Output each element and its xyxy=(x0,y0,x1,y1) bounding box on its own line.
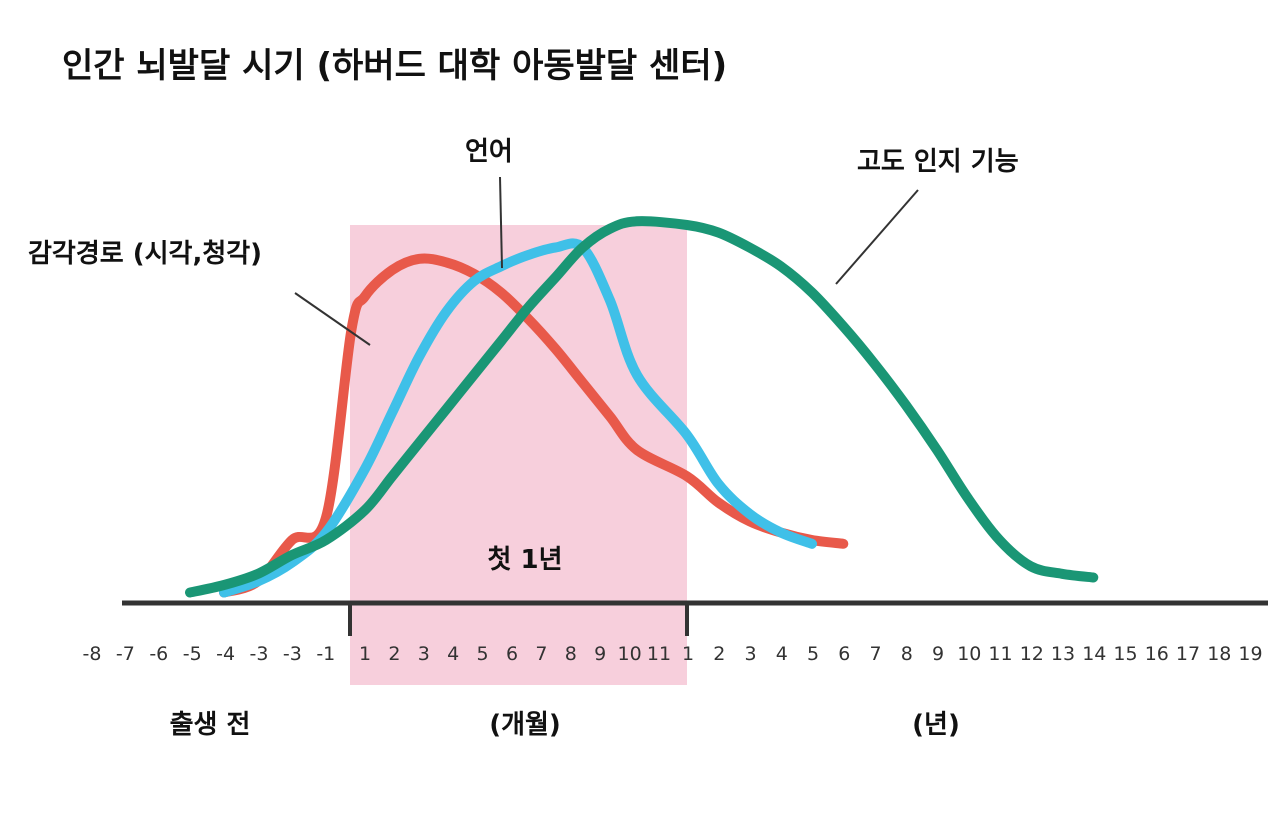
tick-label-month: 11 xyxy=(647,643,671,665)
language-series-label: 언어 xyxy=(465,137,513,167)
tick-label-year: 5 xyxy=(807,643,819,665)
tick-label-month: 8 xyxy=(565,643,577,665)
tick-label-year: 17 xyxy=(1176,643,1200,665)
tick-label-year: 14 xyxy=(1082,643,1106,665)
chart-title: 인간 뇌발달 시기 (하버드 대학 아동발달 센터) xyxy=(62,46,727,86)
tick-label-year: 8 xyxy=(901,643,913,665)
sensory-leader-line xyxy=(294,292,371,346)
tick-label-prenatal: -3 xyxy=(283,643,302,665)
tick-label-year: 11 xyxy=(988,643,1012,665)
tick-label-month: 10 xyxy=(618,643,642,665)
tick-label-year: 7 xyxy=(869,643,881,665)
first-year-label: 첫 1년 xyxy=(488,545,563,575)
tick-label-month: 5 xyxy=(477,643,489,665)
tick-label-prenatal: -5 xyxy=(183,643,202,665)
series-line-language xyxy=(219,238,817,598)
tick-label-prenatal: -6 xyxy=(149,643,168,665)
tick-label-year: 2 xyxy=(713,643,725,665)
series-line-cognitive xyxy=(185,216,1099,598)
tick-label-prenatal: -3 xyxy=(250,643,269,665)
tick-label-year: 10 xyxy=(957,643,981,665)
cognitive-series-label: 고도 인지 기능 xyxy=(857,147,1019,177)
tick-label-prenatal: -4 xyxy=(216,643,235,665)
sensory-series-label: 감각경로 (시각,청각) xyxy=(28,239,262,269)
tick-label-year: 3 xyxy=(744,643,756,665)
tick-label-year: 12 xyxy=(1020,643,1044,665)
tick-layer: -8 -7 -6 -5 -4 -3 -3 -1 1 2 3 4 5 6 7 8 9 10 11 1 2 3 4 5 6 7 8 9 10… xyxy=(83,643,1263,665)
tick-label-year: 4 xyxy=(776,643,788,665)
series-layer xyxy=(185,216,1099,598)
cognitive-leader-line xyxy=(835,189,919,285)
tick-label-year: 13 xyxy=(1051,643,1075,665)
tick-label-year: 16 xyxy=(1145,643,1169,665)
tick-label-month: 4 xyxy=(447,643,459,665)
tick-label-month: 6 xyxy=(506,643,518,665)
tick-label-month: 7 xyxy=(535,643,547,665)
tick-label-year: 18 xyxy=(1207,643,1231,665)
tick-label-prenatal: -1 xyxy=(316,643,335,665)
tick-label-month: 1 xyxy=(359,643,371,665)
tick-label-month: 3 xyxy=(418,643,430,665)
series-line-sensory xyxy=(219,253,849,598)
language-leader-line xyxy=(499,176,503,269)
tick-label-prenatal: -7 xyxy=(116,643,135,665)
tick-label-prenatal: -8 xyxy=(83,643,102,665)
tick-label-month: 9 xyxy=(594,643,606,665)
tick-label-year: 19 xyxy=(1238,643,1262,665)
tick-label-year: 6 xyxy=(838,643,850,665)
period-label-years: (년) xyxy=(912,710,960,740)
tick-label-year: 1 xyxy=(682,643,694,665)
period-label-prenatal: 출생 전 xyxy=(170,710,251,740)
period-label-months: (개월) xyxy=(489,710,561,740)
tick-label-year: 15 xyxy=(1113,643,1137,665)
tick-label-month: 2 xyxy=(388,643,400,665)
tick-label-year: 9 xyxy=(932,643,944,665)
